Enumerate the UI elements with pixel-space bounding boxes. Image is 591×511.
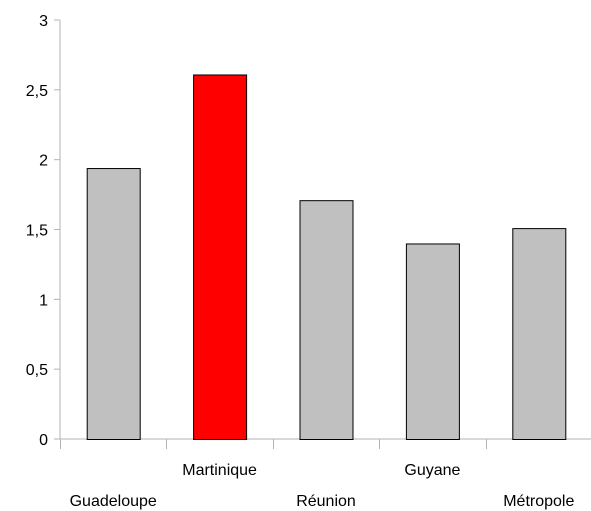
y-tick-label: 0 <box>39 432 48 449</box>
x-category-label: Métropole <box>503 493 574 510</box>
y-tick-label: 1 <box>39 292 48 309</box>
bar-guyane <box>405 243 460 440</box>
x-category-label: Guyane <box>404 462 460 479</box>
bar-metropole <box>512 228 567 440</box>
y-tick-label: 0,5 <box>26 362 48 379</box>
y-axis: 0 0,5 1 1,5 2 2,5 3 <box>26 13 61 449</box>
y-tick-label: 3 <box>39 13 48 30</box>
bar-reunion <box>299 200 354 440</box>
bars <box>86 74 567 440</box>
bar-martinique <box>193 74 248 440</box>
bar-guadeloupe <box>86 168 141 440</box>
x-category-label: Réunion <box>296 493 356 510</box>
y-tick-label: 2 <box>39 153 48 170</box>
x-axis <box>60 438 591 449</box>
category-labels: Guadeloupe Martinique Réunion Guyane Métropo… <box>70 462 575 510</box>
y-tick-label: 2,5 <box>26 83 48 100</box>
x-category-label: Guadeloupe <box>70 493 157 510</box>
x-category-label: Martinique <box>182 462 257 479</box>
y-tick-label: 1,5 <box>26 223 48 240</box>
